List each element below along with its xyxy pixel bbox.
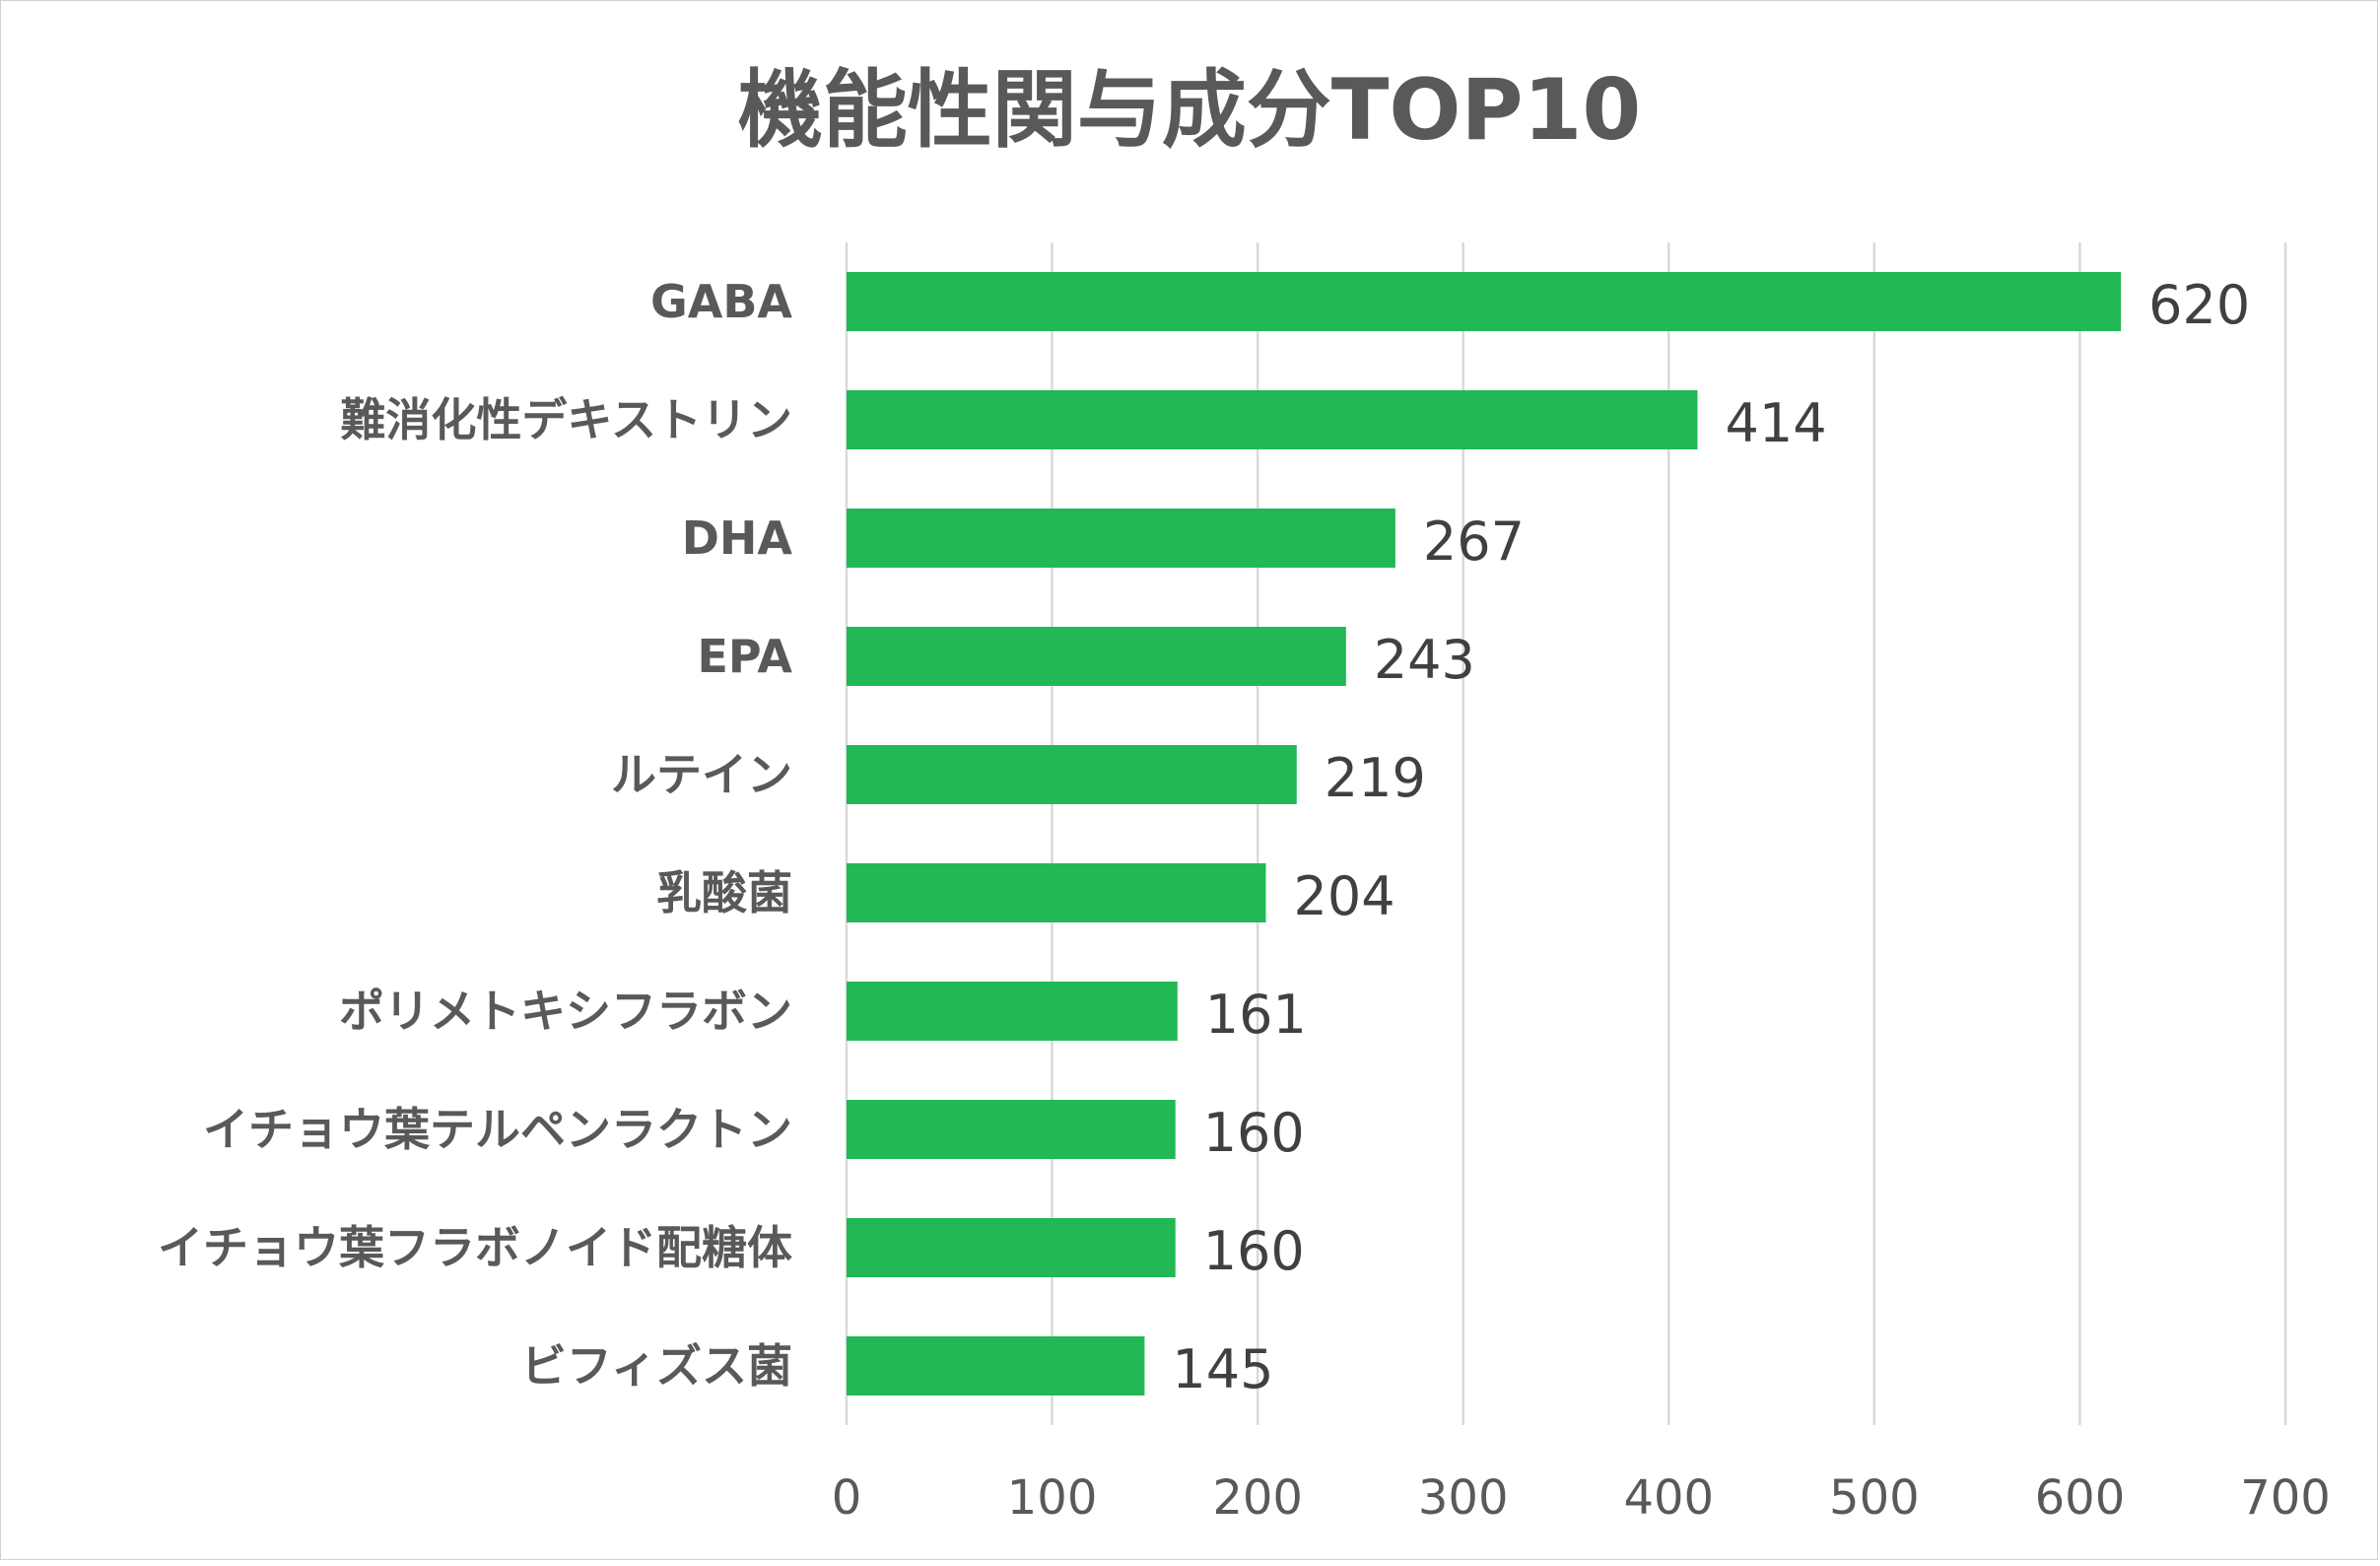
- data-label: 267: [1423, 511, 1525, 573]
- bar: [847, 627, 1346, 686]
- data-label: 204: [1293, 865, 1394, 927]
- data-label: 243: [1374, 629, 1475, 691]
- y-axis-categories: GABA 難消化性デキストリン DHA EPA ルテイン乳酸菌ポリメトキシフラボンイチョ…: [158, 275, 792, 1393]
- category-label: イチョウ葉フラボノイド配糖体: [158, 1221, 792, 1274]
- x-tick-label: 200: [1212, 1470, 1303, 1526]
- x-tick-label: 700: [2240, 1470, 2331, 1526]
- data-label: 620: [2148, 274, 2250, 336]
- category-label: ビフィズス菌: [521, 1339, 792, 1393]
- chart-title: 機能性関与成分TOP10: [738, 61, 1641, 160]
- bar: [847, 390, 1698, 449]
- bar: [847, 863, 1266, 922]
- x-tick-label: 600: [2035, 1470, 2126, 1526]
- bar: [847, 509, 1395, 568]
- category-label: イチョウ葉テルペンラクトン: [203, 1103, 792, 1156]
- data-label: 145: [1172, 1338, 1273, 1400]
- bar: [847, 272, 2122, 331]
- data-label: 160: [1203, 1102, 1305, 1164]
- bar: [847, 1218, 1176, 1277]
- x-tick-label: 500: [1829, 1470, 1920, 1526]
- data-label: 219: [1325, 747, 1426, 809]
- bar: [847, 1100, 1176, 1159]
- data-label: 161: [1205, 984, 1307, 1046]
- x-tick-label: 0: [832, 1470, 862, 1526]
- bar: [847, 1336, 1145, 1396]
- x-axis-ticks: 0 100 200 300 400 500 600 700: [832, 1470, 2331, 1526]
- category-label: 乳酸菌: [656, 866, 792, 919]
- x-tick-label: 300: [1418, 1470, 1509, 1526]
- data-label: 414: [1725, 392, 1826, 454]
- category-label: 難消化性デキストリン: [340, 393, 792, 446]
- category-label: ポリメトキシフラボン: [339, 985, 792, 1038]
- bar: [847, 982, 1178, 1041]
- category-label: DHA: [682, 511, 793, 565]
- data-label: 160: [1203, 1220, 1305, 1282]
- bars: [847, 272, 2122, 1396]
- category-label: ルテイン: [611, 748, 792, 801]
- category-label: GABA: [650, 275, 792, 328]
- x-tick-label: 100: [1007, 1470, 1098, 1526]
- category-label: EPA: [697, 630, 792, 683]
- x-tick-label: 400: [1623, 1470, 1714, 1526]
- data-labels: 620 414 267 243 219 204 161 160 160 145: [1172, 274, 2250, 1400]
- bar: [847, 745, 1297, 804]
